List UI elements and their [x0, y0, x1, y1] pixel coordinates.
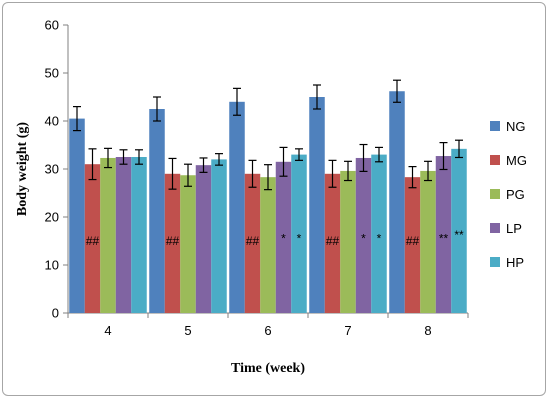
bar: [164, 173, 181, 313]
legend-swatch: [490, 121, 500, 131]
x-tick-label: 8: [424, 323, 431, 338]
significance-marker: ##: [166, 234, 180, 248]
bar: [131, 157, 147, 313]
significance-marker: *: [281, 232, 286, 246]
y-tick-label: 40: [45, 114, 59, 129]
significance-marker: ##: [326, 234, 340, 248]
legend-swatch: [490, 155, 500, 165]
y-tick-label: 60: [45, 18, 59, 33]
bar: [211, 159, 227, 313]
significance-marker: *: [297, 232, 302, 246]
bar: [389, 91, 405, 314]
y-tick-label: 0: [52, 306, 59, 321]
legend-label: HP: [506, 255, 524, 270]
bar: [420, 170, 436, 313]
y-tick-label: 10: [45, 258, 59, 273]
significance-marker: ##: [406, 234, 420, 248]
bar: [275, 161, 292, 313]
x-axis-title: Time (week): [231, 361, 305, 376]
legend-label: PG: [506, 187, 525, 202]
bar: [244, 173, 261, 313]
bar: [229, 101, 245, 313]
bar: [195, 165, 212, 313]
legend-label: MG: [506, 153, 527, 168]
x-tick-label: 6: [264, 323, 271, 338]
bar: [115, 157, 132, 313]
bar: [69, 118, 85, 313]
bar: [309, 97, 325, 313]
y-axis-title: Body weight (g): [15, 122, 30, 216]
significance-marker: **: [454, 228, 464, 242]
x-axis: 4 5 6 7 8: [67, 312, 469, 338]
bar: [324, 173, 341, 313]
y-tick-label: 30: [45, 162, 59, 177]
legend-swatch: [490, 257, 500, 267]
error-bars: [73, 79, 463, 191]
bar: [180, 175, 196, 313]
bar: [371, 154, 387, 313]
y-axis: 0 10 20 30 40 50 60: [45, 18, 69, 321]
significance-marker: ##: [86, 234, 100, 248]
x-tick-label: 5: [184, 323, 191, 338]
bar: [100, 157, 116, 313]
legend-label: LP: [506, 221, 522, 236]
bars: [69, 91, 467, 314]
significance-marker: *: [361, 232, 366, 246]
significance-annotations: ## ## ## * * ## * * ## ** **: [86, 228, 464, 248]
bar: [404, 177, 421, 313]
legend: NG MG PG LP HP: [490, 119, 527, 270]
y-tick-label: 20: [45, 210, 59, 225]
legend-label: NG: [506, 119, 526, 134]
y-tick-label: 50: [45, 66, 59, 81]
bar: [291, 154, 307, 313]
significance-marker: *: [377, 232, 382, 246]
legend-swatch: [490, 189, 500, 199]
legend-swatch: [490, 223, 500, 233]
significance-marker: **: [439, 232, 449, 246]
bar: [149, 109, 165, 313]
x-tick-label: 4: [104, 323, 111, 338]
bar: [451, 148, 467, 313]
x-tick-label: 7: [344, 323, 351, 338]
significance-marker: ##: [246, 234, 260, 248]
bar: [84, 164, 101, 313]
bar: [340, 170, 356, 313]
bar: [435, 156, 452, 313]
bar: [260, 177, 276, 313]
bar: [355, 157, 372, 313]
